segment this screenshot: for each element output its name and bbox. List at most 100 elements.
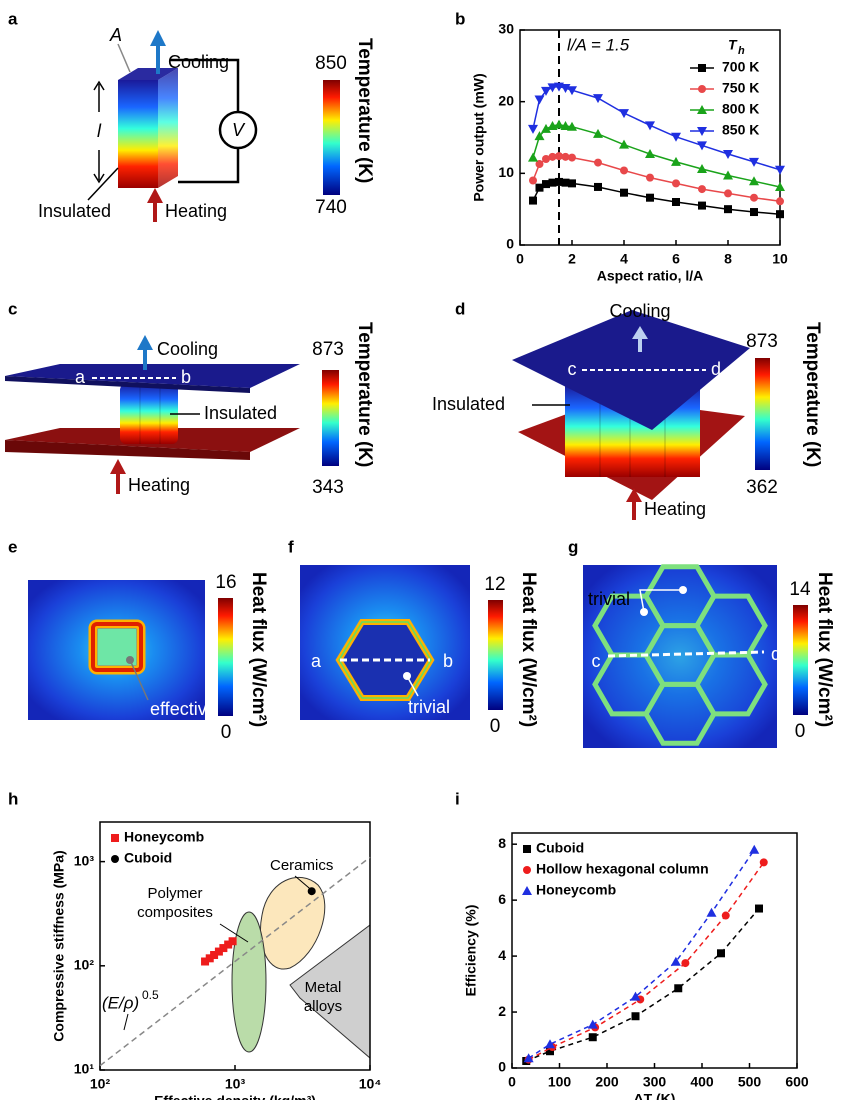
marker <box>775 166 785 175</box>
x-tick-label: 300 <box>643 1074 667 1090</box>
panel-label: d <box>455 299 465 318</box>
marker <box>619 109 629 118</box>
legend-title-sub: h <box>738 45 745 57</box>
marker <box>620 189 628 197</box>
colorbar-max: 850 <box>315 53 347 74</box>
x-tick-label: 8 <box>724 251 732 267</box>
block-side <box>158 68 178 188</box>
x-tick-label: 10⁴ <box>359 1076 382 1092</box>
marker <box>568 154 576 162</box>
marker <box>535 96 545 105</box>
region-label: alloys <box>304 998 342 1015</box>
material-regions: Ceramics Polymer composites Metal alloys <box>137 857 370 1058</box>
colorbar-min: 0 <box>490 716 501 737</box>
marker <box>645 121 655 130</box>
colorbar <box>755 358 770 470</box>
colorbar-max: 16 <box>215 572 236 593</box>
marker <box>750 194 758 202</box>
marker <box>755 905 763 913</box>
legend-label: 750 K <box>722 80 759 96</box>
colorbar <box>218 598 233 716</box>
length-label: l <box>97 121 102 141</box>
marker <box>750 208 758 216</box>
panel-d: c d Cooling Insulated Heating 873 362 Te… <box>432 301 823 520</box>
colorbar-title: Heat flux (W/cm²) <box>518 572 539 727</box>
y-tick-label: 20 <box>498 92 514 108</box>
colorbar-min: 343 <box>312 477 344 498</box>
marker <box>724 205 732 213</box>
colorbar <box>323 80 340 195</box>
y-tick-label: 30 <box>498 21 514 37</box>
marker <box>672 179 680 187</box>
region-label: Ceramics <box>270 857 333 874</box>
legend-marker <box>523 845 531 853</box>
legend-label: 800 K <box>722 101 759 117</box>
marker <box>776 197 784 205</box>
x-axis-label: Effective density (kg/m³) <box>154 1093 316 1100</box>
block-front <box>118 80 158 188</box>
panel-e: effective 16 0 Heat flux (W/cm²) <box>28 572 269 743</box>
colorbar <box>322 370 339 466</box>
insulated-label: Insulated <box>432 394 505 414</box>
start-label: a <box>311 651 322 671</box>
legend-marker <box>522 886 532 895</box>
colorbar-max: 12 <box>484 574 505 595</box>
marker <box>707 908 717 917</box>
panel-label: g <box>568 537 578 556</box>
end-label: d <box>711 359 721 379</box>
legend-label: Hollow hexagonal column <box>536 861 709 877</box>
panel-a: V Cooling Heating Insulated A l 850 740 … <box>38 25 375 222</box>
hexagon <box>697 596 765 655</box>
marker <box>620 166 628 174</box>
wire <box>178 148 238 182</box>
x-tick-label: 2 <box>568 251 576 267</box>
legend-label: Cuboid <box>536 840 584 856</box>
x-axis-label: Aspect ratio, l/A <box>597 268 704 284</box>
marker <box>776 210 784 218</box>
heating-arrow-head <box>147 188 163 203</box>
annotation: l/A = 1.5 <box>567 35 630 54</box>
guide-label-sup: 0.5 <box>142 988 159 1002</box>
marker <box>589 1033 597 1041</box>
marker <box>229 937 237 945</box>
colorbar-title: Temperature (K) <box>802 322 823 467</box>
guide-label: (E/ρ) <box>102 993 139 1012</box>
marker <box>619 140 629 149</box>
marker <box>568 179 576 187</box>
hexagon <box>697 655 765 714</box>
marker <box>529 197 537 205</box>
marker <box>528 153 538 162</box>
marker <box>308 887 316 895</box>
panel-label: f <box>288 537 294 556</box>
y-tick-label: 6 <box>498 891 506 907</box>
colorbar-max: 873 <box>746 331 778 352</box>
region-label: composites <box>137 904 213 921</box>
cell-label: trivial <box>408 697 450 717</box>
heating-label: Heating <box>644 499 706 519</box>
y-tick-label: 4 <box>498 947 506 963</box>
cooling-label: Cooling <box>157 339 218 359</box>
cooling-label: Cooling <box>168 52 229 72</box>
marker <box>646 174 654 182</box>
colorbar-title: Heat flux (W/cm²) <box>248 572 269 727</box>
y-tick-label: 10 <box>498 164 514 180</box>
legend-marker <box>698 64 706 72</box>
panel-label: i <box>455 789 460 808</box>
x-tick-label: 400 <box>690 1074 714 1090</box>
x-tick-label: 100 <box>548 1074 572 1090</box>
start-label: c <box>592 651 601 671</box>
x-tick-label: 10 <box>772 251 788 267</box>
heating-label: Heating <box>165 201 227 221</box>
x-tick-label: 0 <box>508 1074 516 1090</box>
panel-c: a b Cooling Insulated Heating 873 343 Te… <box>5 322 375 498</box>
x-tick-label: 4 <box>620 251 628 267</box>
legend-marker <box>698 85 706 93</box>
panel-label: e <box>8 537 17 556</box>
x-tick-label: 10² <box>90 1076 111 1092</box>
marker <box>749 845 759 854</box>
colorbar-title: Temperature (K) <box>354 38 375 183</box>
marker <box>594 159 602 167</box>
legend-label: 850 K <box>722 122 759 138</box>
end-label: b <box>181 367 191 387</box>
legend-marker <box>111 855 119 863</box>
